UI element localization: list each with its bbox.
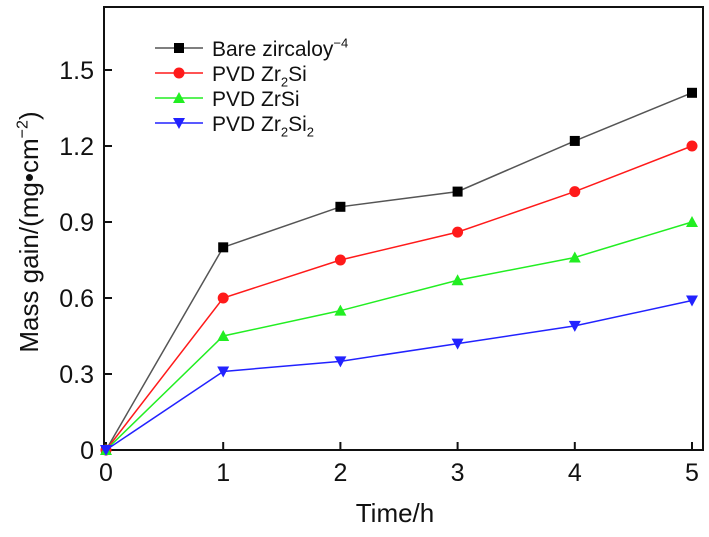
- label-part: Si: [288, 113, 307, 136]
- plot-frame: [103, 6, 704, 451]
- data-point: [334, 304, 347, 316]
- legend-label: PVD Zr2Si2: [212, 113, 314, 139]
- data-point: [217, 292, 229, 304]
- label-part: PVD Zr: [212, 63, 281, 86]
- data-point: [217, 330, 230, 341]
- data-point: [687, 87, 697, 98]
- legend-entry: Bare zircaloy−4: [155, 36, 348, 61]
- label-part: 2: [281, 74, 288, 89]
- y-tick-label: 0.6: [59, 285, 94, 313]
- data-point: [568, 251, 581, 263]
- x-tick-label: 4: [568, 459, 582, 487]
- legend-marker: [173, 67, 185, 79]
- data-point: [686, 295, 698, 307]
- data-point: [451, 338, 464, 350]
- x-tick-label: 2: [333, 459, 347, 487]
- data-point: [217, 366, 230, 378]
- legend-label: Bare zircaloy−4: [212, 36, 348, 61]
- x-tick-label: 3: [451, 459, 465, 487]
- series-line: [105, 299, 693, 451]
- legend-marker: [174, 43, 184, 53]
- data-point: [334, 254, 346, 266]
- series-pvd-zr2si2: [100, 295, 698, 456]
- y-tick-label: 0: [80, 437, 94, 465]
- legend-entry: PVD Zr2Si: [155, 63, 307, 89]
- y-tick-label: 1.2: [59, 133, 94, 161]
- data-point: [686, 216, 698, 227]
- legend-label: PVD ZrSi: [212, 88, 300, 111]
- series-pvd-zrsi: [100, 216, 698, 455]
- x-axis-label: Time/h: [356, 498, 435, 528]
- label-part: 2: [281, 124, 288, 139]
- y-tick-label: 0.3: [59, 361, 94, 389]
- series-line: [105, 221, 693, 451]
- y-tick-label: 0.9: [59, 209, 94, 237]
- label-part: −4: [333, 36, 348, 51]
- data-point: [218, 242, 229, 253]
- legend-label: PVD Zr2Si: [212, 63, 307, 89]
- y-axis-label: Mass gain/(mg•cm−2): [14, 111, 44, 352]
- data-point: [452, 186, 463, 197]
- x-tick-label: 5: [685, 459, 699, 487]
- data-point: [569, 135, 580, 146]
- x-tick-label: 0: [99, 459, 113, 487]
- data-point: [100, 445, 112, 456]
- data-point: [452, 226, 464, 238]
- label-part: Mass gain/(mg•cm: [14, 138, 44, 352]
- data-point: [335, 201, 346, 212]
- data-point: [569, 186, 581, 198]
- label-part: ): [14, 111, 44, 120]
- series-pvd-zr2si: [100, 140, 698, 456]
- series-bare-zircaloy-4: [101, 87, 697, 455]
- legend-marker: [173, 118, 185, 129]
- series-line: [105, 92, 693, 451]
- y-tick-label: 1.5: [59, 57, 94, 85]
- legend-marker: [173, 92, 185, 103]
- label-part: Bare zircaloy: [212, 38, 334, 61]
- label-part: PVD Zr: [212, 113, 281, 136]
- label-part: −2: [14, 120, 32, 138]
- data-point: [568, 320, 581, 332]
- label-part: PVD ZrSi: [212, 88, 300, 111]
- label-part: 2: [307, 124, 314, 139]
- series-line: [105, 145, 693, 451]
- x-tick-label: 1: [216, 459, 230, 487]
- data-point: [451, 274, 464, 286]
- legend-entry: PVD Zr2Si2: [155, 113, 314, 139]
- data-point: [334, 356, 347, 368]
- label-part: Si: [288, 63, 307, 86]
- legend-entry: PVD ZrSi: [155, 88, 300, 111]
- data-point: [686, 140, 698, 152]
